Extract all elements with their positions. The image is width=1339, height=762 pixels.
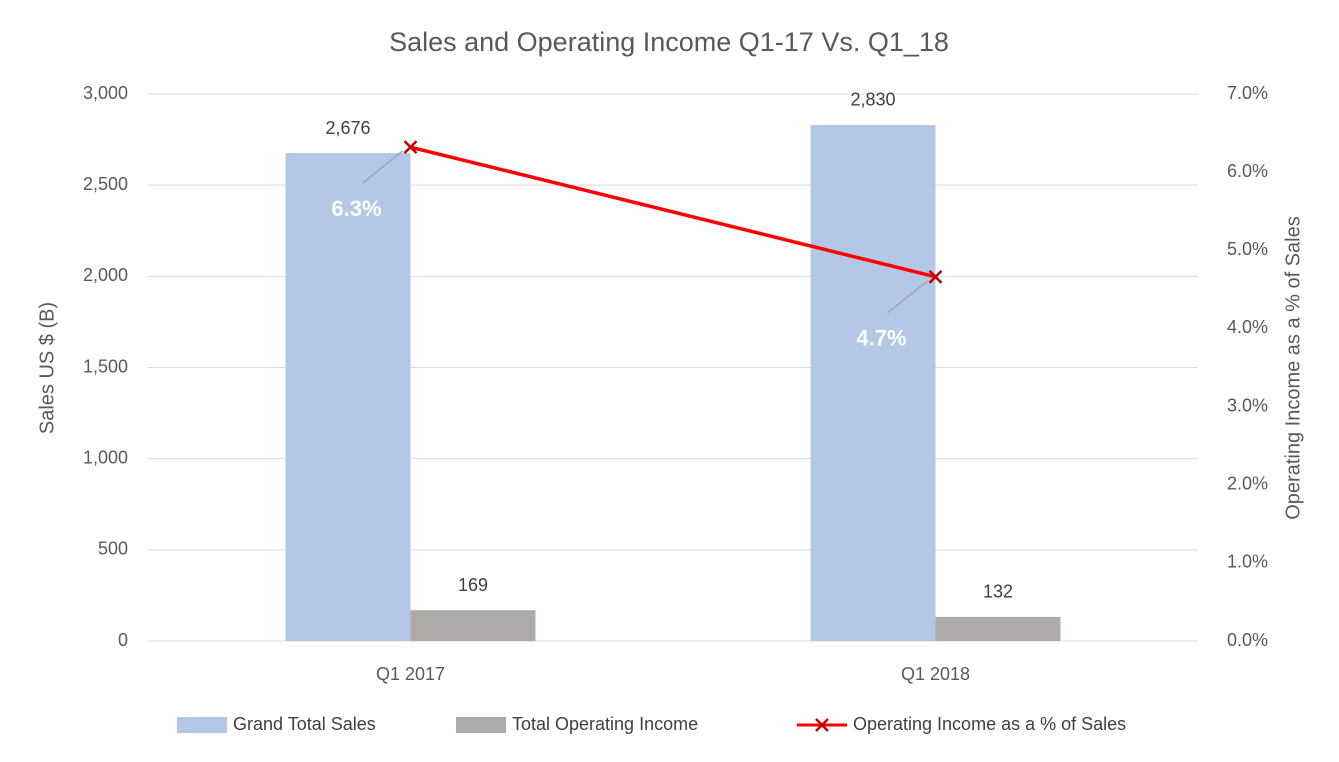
legend-swatch <box>456 717 506 733</box>
bar <box>810 124 936 642</box>
y-tick-label: 1,000 <box>83 447 128 467</box>
y2-tick-label: 3.0% <box>1227 395 1268 415</box>
y-tick-label: 0 <box>118 630 128 650</box>
legend-label: Operating Income as a % of Sales <box>853 714 1126 734</box>
y-tick-label: 2,500 <box>83 174 128 194</box>
x-tick-label: Q1 2017 <box>376 664 445 684</box>
leader-line <box>362 150 403 184</box>
legend-swatch <box>177 717 227 733</box>
y2-tick-label: 2.0% <box>1227 473 1268 493</box>
bar <box>935 616 1061 641</box>
y2-tick-label: 5.0% <box>1227 239 1268 259</box>
data-label: 4.7% <box>856 326 906 351</box>
bar <box>285 153 411 642</box>
data-label: 169 <box>458 575 488 595</box>
y2-tick-label: 0.0% <box>1227 630 1268 650</box>
line-marker <box>928 269 943 284</box>
y-axis-title: Sales US $ (B) <box>36 302 58 434</box>
legend-label: Grand Total Sales <box>233 714 376 734</box>
y-tick-label: 1,500 <box>83 356 128 376</box>
y-tick-label: 2,000 <box>83 265 128 285</box>
y2-axis-title: Operating Income as a % of Sales <box>1282 216 1304 520</box>
y2-tick-label: 1.0% <box>1227 552 1268 572</box>
y-tick-label: 3,000 <box>83 83 128 103</box>
data-label: 2,830 <box>851 90 896 110</box>
leader-line <box>887 280 928 314</box>
y2-tick-label: 6.0% <box>1227 161 1268 181</box>
data-label: 6.3% <box>331 196 381 221</box>
legend-marker <box>815 718 829 732</box>
bar <box>410 610 536 641</box>
data-label: 2,676 <box>326 118 371 138</box>
chart-title: Sales and Operating Income Q1-17 Vs. Q1_… <box>389 27 949 57</box>
legend-label: Total Operating Income <box>512 714 698 734</box>
y-tick-label: 500 <box>98 539 128 559</box>
y2-tick-label: 4.0% <box>1227 317 1268 337</box>
line-marker <box>403 140 418 155</box>
line <box>410 145 936 279</box>
data-label: 132 <box>983 582 1013 602</box>
x-tick-label: Q1 2018 <box>901 664 970 684</box>
y2-tick-label: 7.0% <box>1227 83 1268 103</box>
